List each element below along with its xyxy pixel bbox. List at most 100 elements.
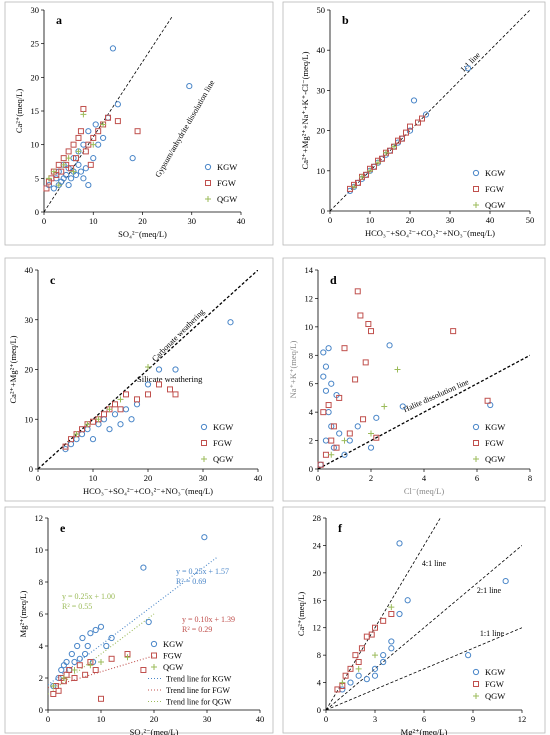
- data-point: [97, 623, 105, 630]
- data-point: [363, 676, 370, 683]
- data-point: [62, 443, 69, 450]
- data-point: [85, 181, 92, 189]
- data-point: [84, 421, 91, 428]
- data-point: [144, 381, 152, 388]
- x-tick-label: 3: [373, 714, 377, 724]
- data-point: [346, 430, 353, 437]
- legend-label: QGW: [213, 454, 233, 464]
- data-point: [386, 342, 393, 349]
- data-point: [50, 683, 57, 689]
- data-point: [92, 626, 99, 634]
- series-qgw: [73, 364, 151, 438]
- legend-marker: [473, 681, 479, 687]
- y-tick-label: 12: [313, 623, 322, 633]
- y-tick-label: 5: [35, 173, 39, 183]
- data-point: [87, 161, 94, 168]
- y-tick-label: 25: [31, 39, 40, 49]
- series-qgw: [50, 654, 131, 689]
- data-point: [70, 168, 77, 175]
- panel-frame: [282, 257, 546, 502]
- legend-label: KGW: [485, 168, 505, 178]
- data-point: [373, 414, 380, 421]
- data-point: [380, 658, 387, 666]
- x-tick-label: 0: [328, 215, 332, 225]
- data-point: [372, 624, 378, 631]
- y-tick-label: 20: [31, 72, 40, 82]
- data-point: [60, 675, 67, 681]
- x-tick-label: 20: [150, 714, 159, 724]
- panel-frame: [282, 1, 546, 246]
- data-point: [82, 165, 89, 172]
- data-point: [67, 175, 75, 182]
- x-tick-label: 10: [89, 216, 98, 226]
- data-point: [399, 403, 406, 410]
- data-point: [101, 411, 107, 418]
- legend-label: KGW: [213, 422, 233, 432]
- legend-label: Trend line for QGW: [166, 698, 232, 707]
- legend: KGW FGW QGW: [200, 422, 233, 464]
- data-point: [320, 349, 327, 356]
- data-point: [123, 391, 129, 398]
- data-point: [95, 416, 102, 423]
- data-point: [72, 171, 80, 179]
- reference-line: [44, 16, 173, 212]
- trend-line-qgw: [48, 613, 155, 695]
- data-point: [76, 662, 83, 669]
- legend-label: Trend line for FGW: [166, 686, 230, 695]
- legend-label: KGW: [217, 162, 237, 172]
- series-qgw: [45, 111, 107, 189]
- data-point: [484, 397, 491, 404]
- data-point: [372, 652, 378, 659]
- data-point: [82, 671, 89, 678]
- data-point: [419, 115, 425, 122]
- y-tick-label: 2: [309, 436, 313, 446]
- chart-panel-c: 0 10 20 30 40 0 10 20 30 40 HCO₃⁻+SO₄²⁻+CO₃²⁻+NO₃⁻…: [4, 257, 274, 502]
- y-tick-label: 28: [313, 513, 322, 523]
- y-tick-label: 16: [313, 595, 322, 605]
- y-tick-label: 0: [317, 705, 321, 715]
- legend-marker: [201, 456, 207, 462]
- legend-marker: [473, 186, 479, 192]
- x-tick-label: 20: [138, 216, 147, 226]
- y-axis-label: Ca²⁺(meq/L): [296, 592, 306, 636]
- reference-line: [318, 354, 530, 469]
- data-point: [167, 386, 173, 393]
- data-point: [387, 147, 393, 154]
- x-tick-label: 8: [528, 473, 532, 483]
- legend-marker: [151, 664, 157, 670]
- data-point: [352, 652, 359, 659]
- data-point: [388, 638, 395, 645]
- data-point: [396, 610, 403, 618]
- data-point: [134, 128, 141, 135]
- data-point: [320, 373, 327, 380]
- legend-marker: [151, 652, 157, 659]
- data-point: [50, 185, 57, 192]
- legend: KGW FGW QGW: [472, 422, 505, 464]
- y-tick-label: 0: [39, 705, 43, 715]
- y-tick-label: 10: [25, 414, 34, 424]
- legend-label: FGW: [485, 438, 504, 448]
- x-tick-label: 6: [422, 714, 426, 724]
- x-tick-label: 0: [46, 714, 50, 724]
- x-tick-label: 20: [144, 473, 153, 483]
- panel-letter: d: [330, 273, 337, 287]
- legend-marker: [150, 640, 158, 648]
- x-axis-label: SO₄²⁻(meq/L): [130, 727, 179, 735]
- x-tick-label: 0: [324, 714, 328, 724]
- data-point: [85, 128, 92, 135]
- x-tick-label: 6: [475, 473, 479, 483]
- y-axis-label: Mg²⁺(meq/L): [18, 590, 28, 637]
- region-label: Silicate weathering: [137, 374, 203, 384]
- y-tick-label: 4: [39, 641, 44, 651]
- data-point: [92, 121, 99, 128]
- legend-marker: [473, 456, 479, 462]
- data-point: [360, 416, 367, 423]
- y-tick-label: 0: [321, 206, 325, 216]
- data-point: [53, 171, 60, 178]
- data-point: [80, 111, 87, 118]
- y-tick-label: 30: [317, 85, 326, 95]
- data-point: [77, 128, 84, 135]
- data-point: [317, 461, 324, 468]
- y-tick-label: 12: [35, 513, 44, 523]
